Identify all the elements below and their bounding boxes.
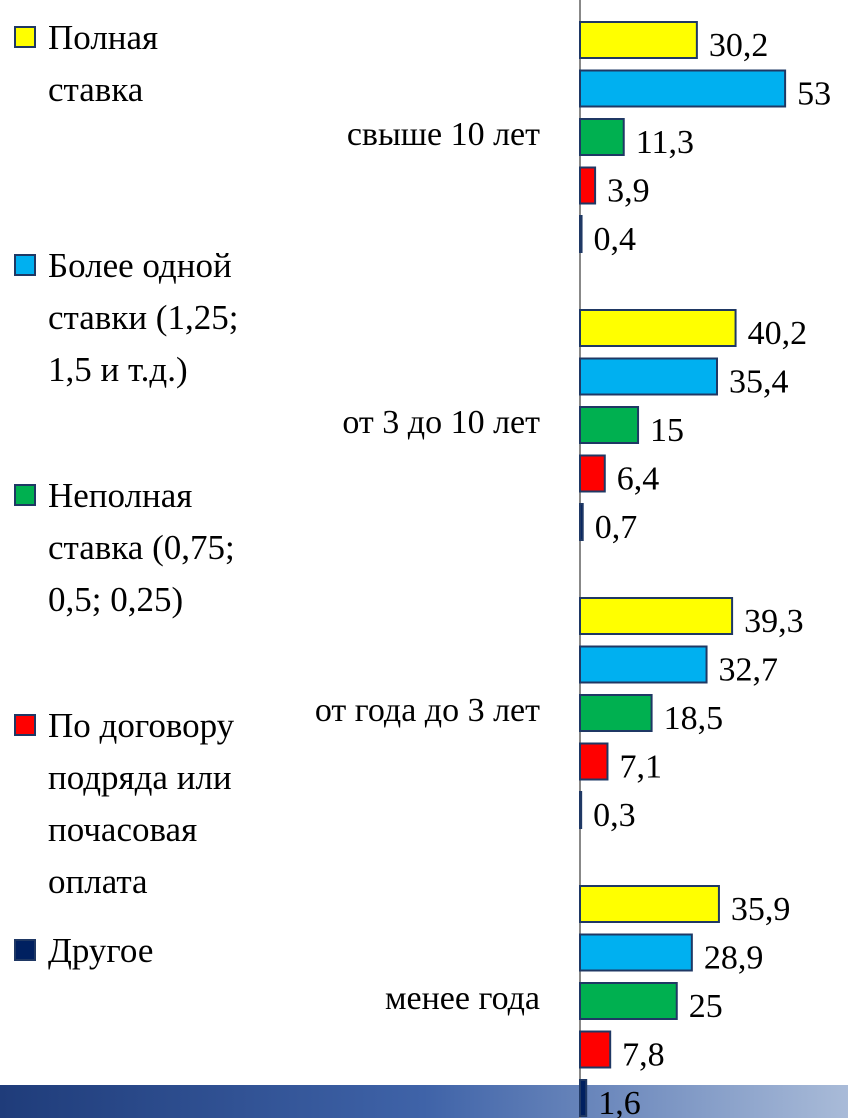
bar xyxy=(579,885,720,923)
bar xyxy=(579,933,693,972)
value-label: 0,7 xyxy=(595,509,638,546)
legend-item: Полная ставка xyxy=(12,12,262,116)
value-label: 35,9 xyxy=(731,891,791,928)
bar xyxy=(579,1030,612,1069)
bar xyxy=(579,406,640,444)
bar xyxy=(579,454,606,493)
value-label: 0,4 xyxy=(594,221,637,258)
bar xyxy=(579,1079,588,1117)
bar xyxy=(579,597,734,635)
bar xyxy=(579,215,583,253)
value-label: 35,4 xyxy=(729,363,789,400)
legend-label: Другое xyxy=(48,931,154,970)
legend-swatch xyxy=(14,254,36,276)
legend-label: Полная ставка xyxy=(48,18,159,109)
bar xyxy=(579,791,583,829)
bar xyxy=(579,982,678,1020)
category-label: от 3 до 10 лет xyxy=(342,404,540,441)
legend-item: Более одной ставки (1,25; 1,5 и т.д.) xyxy=(12,240,262,396)
bar xyxy=(579,742,609,781)
bar xyxy=(579,357,718,396)
bar xyxy=(579,69,787,108)
value-label: 0,3 xyxy=(593,797,636,834)
value-label: 25 xyxy=(689,988,723,1025)
legend-swatch xyxy=(14,939,36,961)
bar xyxy=(579,118,625,156)
value-label: 40,2 xyxy=(748,315,808,352)
bar xyxy=(579,21,698,59)
legend-item: Неполная ставка (0,75; 0,5; 0,25) xyxy=(12,470,262,626)
value-label: 39,3 xyxy=(744,603,804,640)
value-label: 7,8 xyxy=(622,1036,665,1073)
value-label: 15 xyxy=(650,412,684,449)
value-label: 30,2 xyxy=(709,27,769,64)
value-label: 7,1 xyxy=(619,748,662,785)
value-label: 53 xyxy=(797,75,831,112)
value-label: 6,4 xyxy=(617,460,660,497)
legend-item: Другое xyxy=(12,925,262,977)
legend-label: По договору подряда или почасовая оплата xyxy=(48,706,235,901)
value-label: 32,7 xyxy=(719,651,779,688)
bar xyxy=(579,694,653,732)
bar xyxy=(579,503,584,541)
bar xyxy=(579,166,597,205)
bar xyxy=(579,645,708,684)
value-label: 18,5 xyxy=(664,700,724,737)
legend-label: Неполная ставка (0,75; 0,5; 0,25) xyxy=(48,476,235,619)
value-label: 28,9 xyxy=(704,939,764,976)
category-label: менее года xyxy=(385,980,540,1017)
category-label: свыше 10 лет xyxy=(347,116,540,153)
legend-swatch xyxy=(14,714,36,736)
legend-item: По договору подряда или почасовая оплата xyxy=(12,700,262,908)
legend-swatch xyxy=(14,484,36,506)
value-label: 1,6 xyxy=(598,1085,641,1118)
category-label: от года до 3 лет xyxy=(315,692,540,729)
footer-band xyxy=(0,1085,848,1118)
legend-label: Более одной ставки (1,25; 1,5 и т.д.) xyxy=(48,246,239,389)
legend-swatch xyxy=(14,26,36,48)
value-label: 11,3 xyxy=(636,124,694,161)
bar xyxy=(579,309,737,347)
value-label: 3,9 xyxy=(607,172,650,209)
